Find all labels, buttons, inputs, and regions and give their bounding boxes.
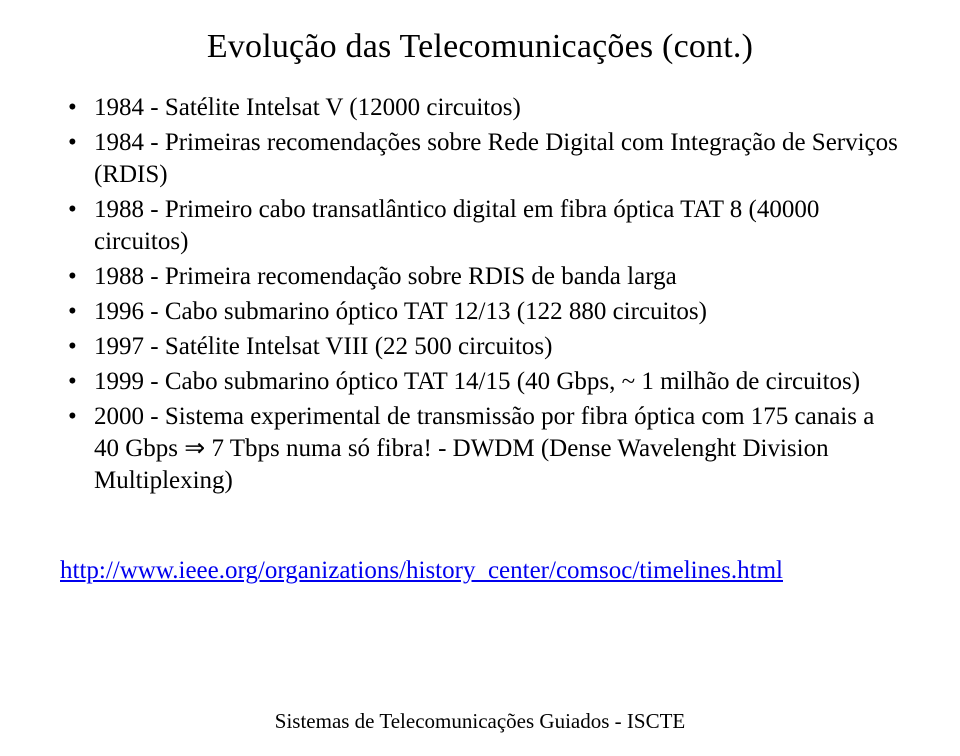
slide-footer: Sistemas de Telecomunicações Guiados - I… xyxy=(0,709,960,734)
list-item: 1988 - Primeira recomendação sobre RDIS … xyxy=(66,261,900,293)
list-item: 1984 - Primeiras recomendações sobre Red… xyxy=(66,127,900,191)
list-item: 1997 - Satélite Intelsat VIII (22 500 ci… xyxy=(66,331,900,363)
bullet-list: 1984 - Satélite Intelsat V (12000 circui… xyxy=(66,92,900,497)
slide-title: Evolução das Telecomunicações (cont.) xyxy=(60,28,900,66)
list-item: 2000 - Sistema experimental de transmiss… xyxy=(66,401,900,497)
list-item: 1984 - Satélite Intelsat V (12000 circui… xyxy=(66,92,900,124)
list-item: 1999 - Cabo submarino óptico TAT 14/15 (… xyxy=(66,366,900,398)
reference-link-container: http://www.ieee.org/organizations/histor… xyxy=(60,557,900,585)
slide-page: Evolução das Telecomunicações (cont.) 19… xyxy=(0,0,960,756)
reference-link[interactable]: http://www.ieee.org/organizations/histor… xyxy=(60,557,783,584)
list-item: 1988 - Primeiro cabo transatlântico digi… xyxy=(66,194,900,258)
list-item: 1996 - Cabo submarino óptico TAT 12/13 (… xyxy=(66,296,900,328)
